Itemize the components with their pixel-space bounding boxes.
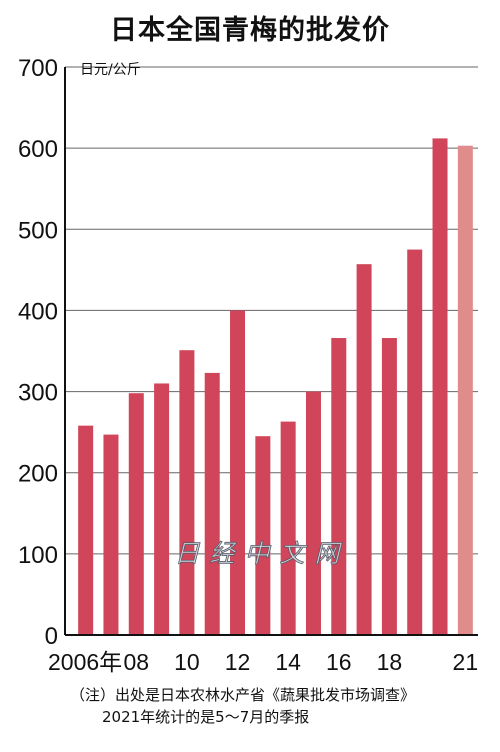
x-tick-label-2012: 12 — [225, 649, 251, 675]
x-tick-label-2021: 21 — [453, 649, 479, 675]
bar-2014 — [280, 421, 296, 635]
y-tick-label-400: 400 — [18, 298, 58, 325]
x-tick-label-2014: 14 — [275, 649, 301, 675]
x-axis-ticks: 2006年 08 10 12 14 16 18 21 — [48, 649, 478, 675]
bar-2018 — [381, 338, 397, 635]
bar-2007 — [103, 434, 119, 635]
bar-2006 — [78, 425, 94, 635]
source-note-line-2: 2021年统计的是5～7月的季报 — [102, 708, 310, 726]
bar-2020 — [432, 138, 448, 636]
y-axis-ticks: 0 100 200 300 400 500 600 700 — [18, 55, 58, 650]
y-tick-label-300: 300 — [18, 380, 58, 407]
bar-2013 — [255, 436, 271, 635]
y-tick-label-500: 500 — [18, 217, 58, 244]
bar-2015 — [305, 391, 321, 635]
y-tick-label-700: 700 — [18, 55, 58, 82]
bar-2008 — [128, 393, 144, 635]
bar-2010 — [179, 350, 195, 635]
bar-2016 — [331, 338, 347, 635]
bars — [78, 138, 473, 636]
source-note-line-1: （注）出处是日本农林水产省《蔬果批发市场调查》 — [70, 686, 416, 704]
bar-2017 — [356, 264, 372, 635]
y-tick-label-600: 600 — [18, 136, 58, 163]
bar-2019 — [407, 249, 423, 636]
bar-2012 — [230, 310, 246, 635]
y-tick-label-200: 200 — [18, 461, 58, 488]
y-tick-label-0: 0 — [45, 623, 58, 650]
x-tick-label-2008: 08 — [123, 649, 149, 675]
bar-2011 — [204, 372, 220, 635]
x-tick-label-2016: 16 — [326, 649, 352, 675]
source-note: （注）出处是日本农林水产省《蔬果批发市场调查》 2021年统计的是5～7月的季报 — [70, 684, 490, 728]
x-tick-label-2018: 18 — [377, 649, 403, 675]
x-tick-label-2006: 2006年 — [48, 649, 122, 675]
chart-title: 日本全国青梅的批发价 — [110, 15, 390, 46]
y-tick-label-100: 100 — [18, 542, 58, 569]
bar-2009 — [154, 383, 170, 635]
x-tick-label-2010: 10 — [174, 649, 200, 675]
bar-2021 — [457, 145, 473, 636]
y-axis-unit-label: 日元/公斤 — [80, 62, 141, 78]
watermark-text: 日经中文网 — [174, 539, 349, 568]
